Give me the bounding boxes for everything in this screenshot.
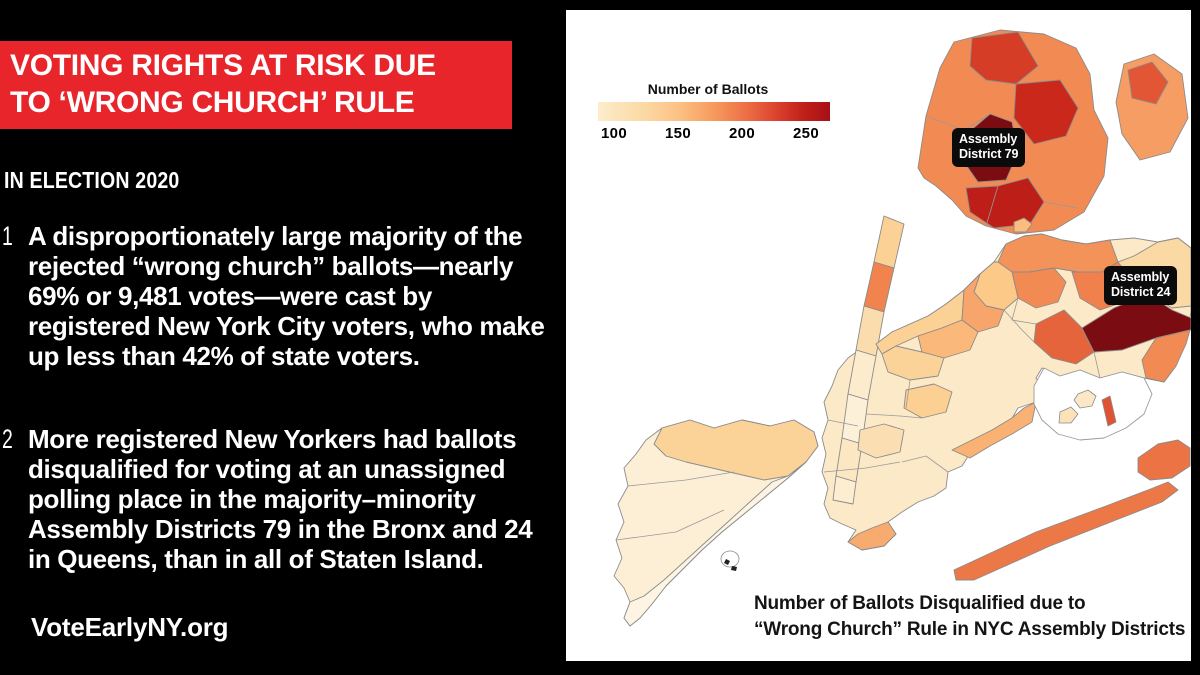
islet-bay_islet1 [1073,389,1097,409]
district-bk_borough_park [857,423,905,459]
point-1: 1 A disproportionately large majority of… [2,221,550,371]
district-border-line [905,379,911,409]
map-caption-line1: Number of Ballots Disqualified due to [754,593,1086,614]
district-bk_crown [881,345,945,381]
legend-title: Number of Ballots [647,81,769,97]
legend-tick-200: 200 [729,125,755,142]
district-border-line [901,455,949,473]
district-m0 [873,215,905,269]
legend-tick-150: 150 [665,125,691,142]
islet-broad_channel [1101,395,1117,427]
pond-mark [731,566,737,571]
legend-tick-250: 250 [793,125,819,142]
district-queens_north_shore [997,233,1119,273]
district-border-line [1043,201,1079,209]
district-far_rockaway [1137,439,1191,481]
district-rikers [1013,217,1033,233]
pond-mark [724,559,730,565]
callout-79-line2: District 79 [959,147,1019,161]
district-bronx_williamsbridge [1013,79,1079,145]
district-bk_flatbush [903,383,953,419]
map-panel: Number of Ballots 100 150 200 250 Assemb… [566,10,1191,661]
district-queens_jamaica [1033,309,1095,365]
district-m1 [863,261,895,313]
district-bronx_ne_blotch [1127,61,1169,105]
left-text-panel: VOTING RIGHTS AT RISK DUE TO ‘WRONG CHUR… [0,0,560,675]
title-line-2: TO ‘WRONG CHURCH’ RULE [10,86,415,119]
callout-assembly-district-24: Assembly District 24 [1104,266,1178,305]
point-1-number: 1 [2,221,13,251]
callout-24-line1: Assembly [1111,270,1170,284]
district-border-line [827,419,859,427]
district-queens_southeast [1141,329,1191,383]
callout-79-line1: Assembly [959,132,1018,146]
islet-bay_islet2 [1058,406,1079,424]
district-queens_corona [1011,267,1067,309]
nyc-assembly-districts-map [613,29,1191,627]
district-m6 [832,475,857,505]
district-bronx_melrose [965,177,1045,229]
point-1-text: A disproportionately large majority of t… [28,221,545,371]
district-bk_coney [847,521,897,551]
callout-assembly-district-79: Assembly District 79 [952,128,1026,167]
district-border-line [627,471,735,487]
district-border-line [1003,309,1035,343]
point-2-text: More registered New Yorkers had ballots … [28,424,533,574]
title-banner: VOTING RIGHTS AT RISK DUE TO ‘WRONG CHUR… [0,41,512,129]
staten-island-pond [720,550,740,568]
callout-24-line2: District 24 [1111,285,1171,299]
map-caption: Number of Ballots Disqualified due to “W… [754,591,1185,643]
district-border-line [1093,351,1101,379]
district-si_east [623,461,807,627]
district-border-line [1011,297,1037,325]
kicker-in-election-2020: IN ELECTION 2020 [4,167,180,193]
title-line-1: VOTING RIGHTS AT RISK DUE [10,49,436,82]
legend-gradient-bar [598,102,830,121]
legend-tick-100: 100 [601,125,627,142]
district-border-line [985,185,999,227]
district-rockaway_spit [953,481,1179,581]
district-border-line [865,413,923,419]
map-caption-line2: “Wrong Church” Rule in NYC Assembly Dist… [754,619,1186,640]
point-2: 2 More registered New Yorkers had ballot… [2,424,550,574]
point-2-number: 2 [2,424,13,454]
district-border-line [615,509,725,541]
district-border-line [823,461,901,473]
website-url: VoteEarlyNY.org [31,612,229,642]
district-border-line [1117,255,1135,263]
